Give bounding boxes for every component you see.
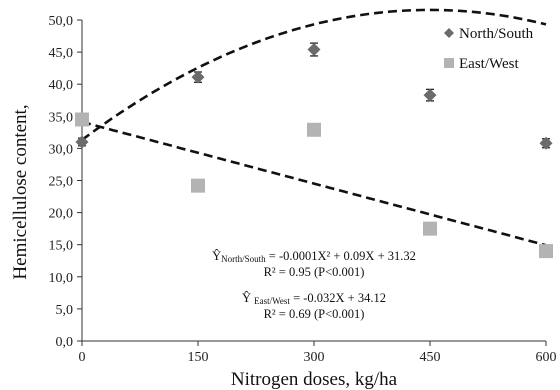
y-tick-label: 10,0 (49, 271, 74, 286)
equation-east-west-subscript: East/West (254, 296, 290, 306)
data-point-north-south (423, 88, 437, 102)
legend-marker-east-west (444, 58, 454, 68)
x-tick-label: 450 (420, 350, 441, 365)
trend-line-east-west (81, 120, 547, 247)
data-point-north-south (191, 70, 205, 84)
axes (77, 19, 547, 346)
y-tick-labels: 0,0 5,0 10,0 15,0 20,0 25,0 30,0 35,0 40,0 45,0 50… (49, 14, 74, 350)
data-point-east-west (423, 221, 437, 236)
y-tick-label: 45,0 (49, 46, 74, 61)
equation-north-south-y: Ŷ (212, 249, 221, 263)
equation-east-west-formula: = -0.032X + 34.12 (290, 291, 386, 305)
y-tick-label: 5,0 (56, 303, 74, 318)
data-point-east-west (307, 122, 321, 137)
y-tick-label: 50,0 (49, 14, 74, 29)
equation-north-south-subscript: North/South (221, 254, 266, 264)
data-point-north-south (539, 136, 553, 150)
x-tick-label: 300 (304, 350, 325, 365)
y-tick-label: 40,0 (49, 78, 74, 93)
r2-east-west: R² = 0.69 (P<0.001) (264, 307, 365, 321)
data-point-north-south (75, 135, 89, 149)
data-point-east-west (75, 112, 89, 127)
data-point-north-south (307, 43, 321, 57)
y-tick-label: 15,0 (49, 239, 74, 254)
r2-north-south: R² = 0.95 (P<0.001) (264, 265, 365, 279)
x-tick-label: 150 (188, 350, 209, 365)
equation-north-south: ŶNorth/South = -0.0001X² + 0.09X + 31.32 (212, 249, 416, 264)
equation-north-south-formula: = -0.0001X² + 0.09X + 31.32 (266, 249, 416, 263)
y-tick-label: 25,0 (49, 175, 74, 190)
legend-label-north-south: North/South (459, 26, 534, 42)
x-tick-label: 0 (79, 350, 86, 365)
data-point-east-west (191, 178, 205, 193)
data-point-east-west (539, 244, 553, 259)
y-axis-title: Hemicellulose content, (10, 104, 31, 279)
x-axis-title: Nitrogen doses, kg/ha (231, 369, 398, 390)
equation-east-west: Ŷ East/West = -0.032X + 34.12 (242, 291, 386, 306)
legend-label-east-west: East/West (459, 56, 519, 72)
x-tick-labels: 0 150 300 450 600 (79, 350, 557, 365)
legend: North/South East/West (444, 26, 534, 72)
legend-marker-north-south (444, 28, 454, 38)
trend-lines (81, 8, 547, 247)
data-points (75, 42, 553, 259)
y-tick-label: 35,0 (49, 110, 74, 125)
regression-equations: ŶNorth/South = -0.0001X² + 0.09X + 31.32… (212, 249, 416, 321)
trend-line-north-south (81, 8, 547, 141)
y-tick-label: 0,0 (56, 335, 74, 350)
y-tick-label: 20,0 (49, 207, 74, 222)
y-tick-label: 30,0 (49, 142, 74, 157)
equation-east-west-y: Ŷ (242, 291, 254, 305)
x-tick-label: 600 (536, 350, 557, 365)
